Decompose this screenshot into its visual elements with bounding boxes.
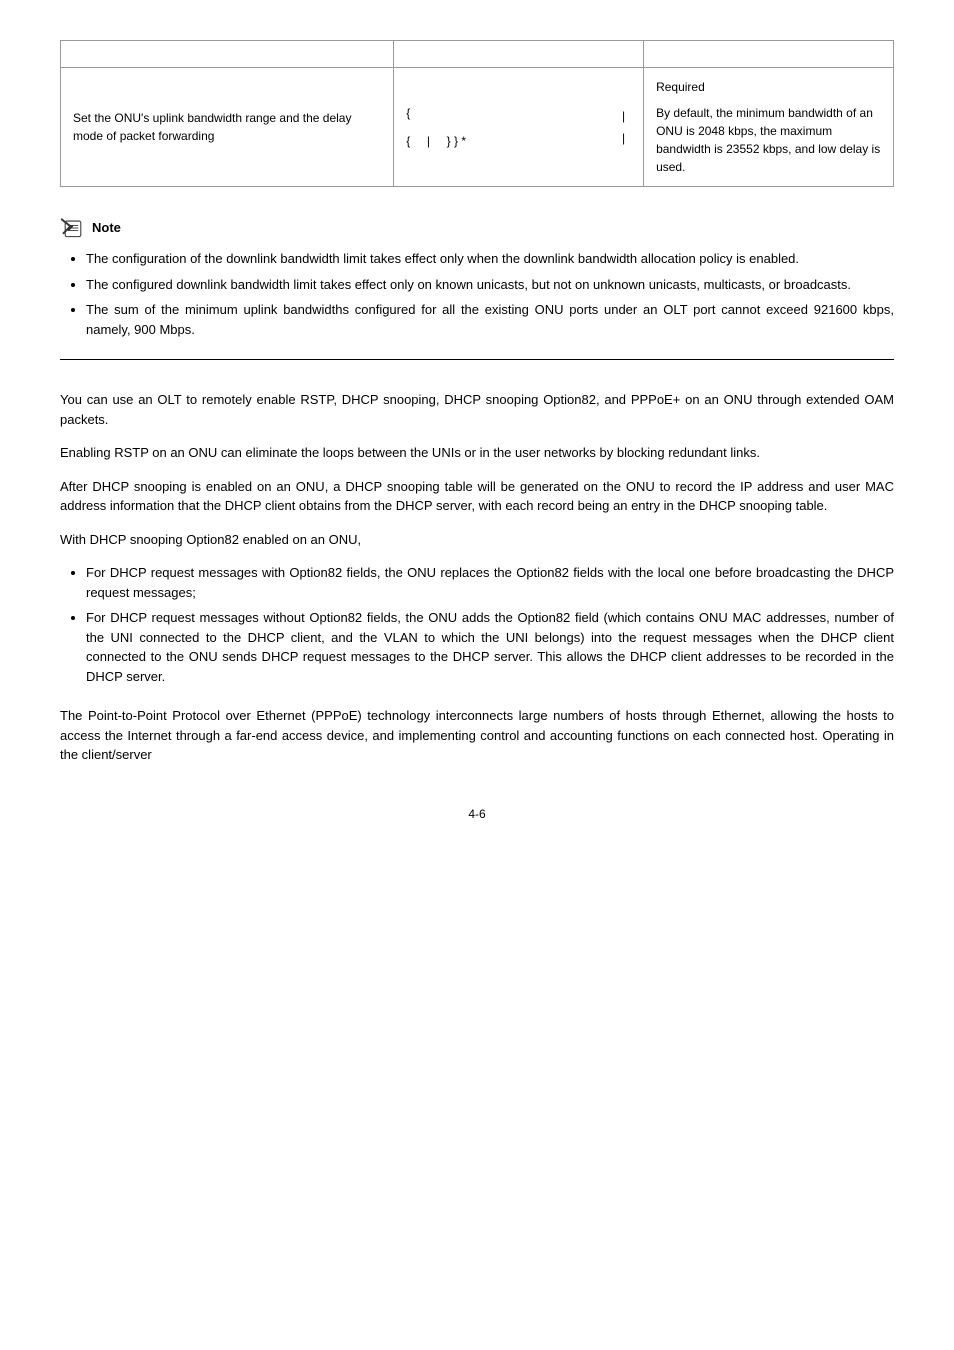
table-cell-syntax: { { | } } * | |: [394, 68, 644, 187]
body-paragraph: After DHCP snooping is enabled on an ONU…: [60, 477, 894, 516]
body-paragraph: You can use an OLT to remotely enable RS…: [60, 390, 894, 429]
table-cell-remark: Required By default, the minimum bandwid…: [644, 68, 894, 187]
remark-default: By default, the minimum bandwidth of an …: [656, 104, 881, 176]
body-paragraph: The Point-to-Point Protocol over Etherne…: [60, 706, 894, 765]
syntax-pipe: |: [622, 129, 625, 147]
syntax-pipe: |: [622, 107, 625, 125]
note-icon: [60, 217, 86, 239]
note-label: Note: [92, 218, 121, 238]
note-header: Note: [60, 217, 894, 239]
note-list: The configuration of the downlink bandwi…: [60, 249, 894, 339]
list-item: The configuration of the downlink bandwi…: [86, 249, 894, 269]
body-paragraph: Enabling RSTP on an ONU can eliminate th…: [60, 443, 894, 463]
body-paragraph: With DHCP snooping Option82 enabled on a…: [60, 530, 894, 550]
table-empty-row: [61, 41, 894, 68]
list-item: For DHCP request messages without Option…: [86, 608, 894, 686]
table-row: Set the ONU's uplink bandwidth range and…: [61, 68, 894, 187]
list-item: The configured downlink bandwidth limit …: [86, 275, 894, 295]
table-cell-description: Set the ONU's uplink bandwidth range and…: [61, 68, 394, 187]
page-number: 4-6: [60, 805, 894, 823]
divider: [60, 359, 894, 360]
list-item: For DHCP request messages with Option82 …: [86, 563, 894, 602]
option82-list: For DHCP request messages with Option82 …: [60, 563, 894, 686]
list-item: The sum of the minimum uplink bandwidths…: [86, 300, 894, 339]
remark-required: Required: [656, 78, 881, 96]
syntax-braces: { | } } *: [406, 132, 466, 150]
syntax-brace-open: {: [406, 104, 466, 122]
config-table: Set the ONU's uplink bandwidth range and…: [60, 40, 894, 187]
